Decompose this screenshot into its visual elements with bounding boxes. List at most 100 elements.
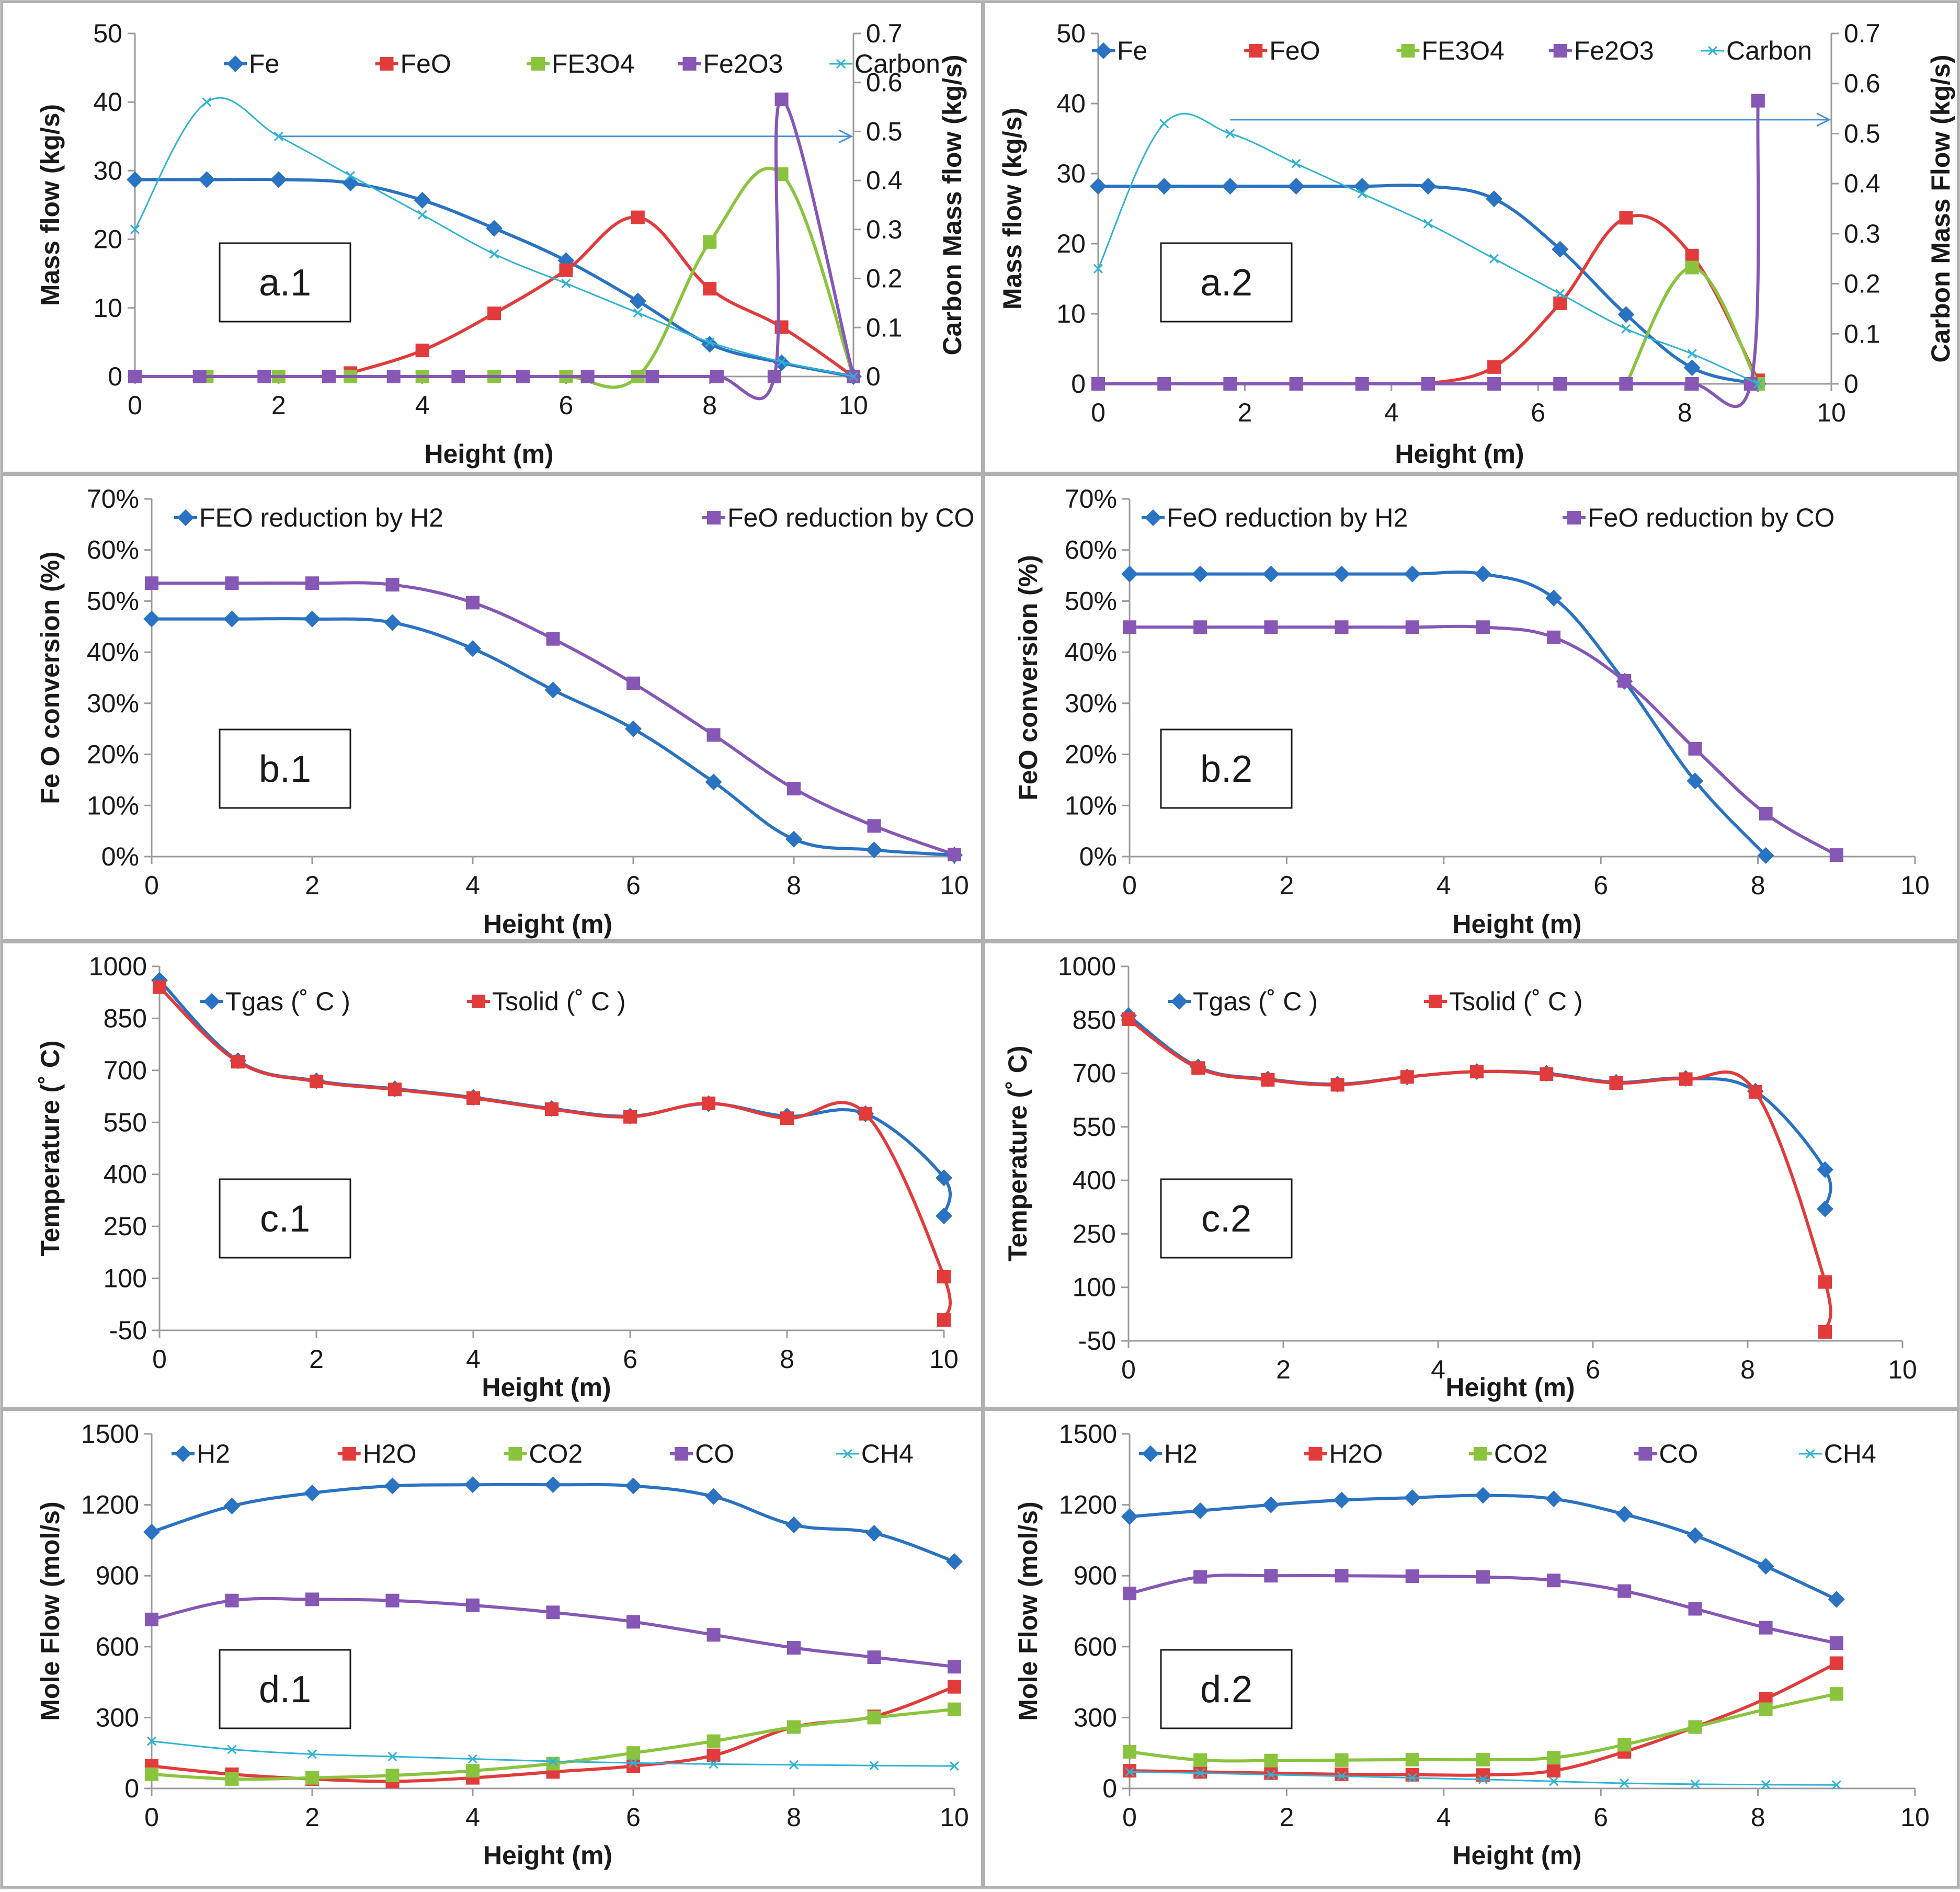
legend-label: CO2 (529, 1439, 583, 1468)
data-point (192, 370, 207, 383)
data-point (1123, 1764, 1136, 1778)
x-tick-label: 0 (1091, 398, 1106, 427)
data-point (1685, 248, 1699, 263)
data-point (1264, 1766, 1278, 1780)
data-point (1817, 1161, 1833, 1178)
data-point (1620, 1778, 1629, 1788)
legend-label: FeO reduction by CO (1588, 503, 1834, 532)
data-point (1616, 1506, 1633, 1523)
data-point (546, 1605, 560, 1620)
chart-b1: 0% 10% 20% 30% 40% 50% 60% 70% 0 2 4 6 8 10 Height (m)… (36, 484, 974, 939)
y-tick-label: 20 (1056, 229, 1086, 258)
data-point (143, 1523, 160, 1541)
chart-b2: 0% 10% 20% 30% 40% 50% 60% 70% 0 2 4 6 8 10 Height (m)… (1013, 484, 1930, 939)
data-point (307, 1749, 317, 1759)
data-point (466, 1091, 480, 1105)
x-tick-label: 8 (1740, 1355, 1755, 1384)
data-point (1337, 1771, 1347, 1781)
data-point (631, 210, 645, 224)
x-tick-label: 4 (465, 871, 480, 900)
data-point (787, 1720, 801, 1734)
legend-label: FeO (401, 49, 451, 78)
x-tick-label: 6 (623, 1344, 637, 1374)
x-tick-label: 6 (1593, 1803, 1608, 1832)
data-point (1621, 324, 1631, 334)
series-line-FeO reduction by CO (1130, 624, 1838, 857)
data-point (516, 370, 530, 383)
data-point (626, 1759, 640, 1773)
data-point (703, 282, 717, 296)
data-point (223, 610, 241, 628)
data-point (1192, 565, 1209, 583)
data-point (859, 1107, 872, 1121)
data-point (415, 344, 429, 358)
legend-label: H2O (1329, 1439, 1383, 1468)
y-tick-label: 50 (93, 19, 122, 48)
y-tick-label: 0 (124, 1774, 139, 1803)
legend-marker (177, 509, 194, 526)
data-point (466, 1764, 480, 1778)
x-tick-label: 10 (839, 391, 868, 420)
data-point (1405, 1768, 1419, 1782)
x-tick-label: 2 (1237, 398, 1252, 427)
data-point (936, 1169, 952, 1187)
data-point (198, 171, 215, 188)
x-tick-label: 0 (1121, 1355, 1136, 1384)
y-tick-label: 1200 (1059, 1490, 1117, 1520)
data-point (304, 1485, 321, 1501)
legend-label: Carbon (1726, 36, 1812, 65)
data-point (1478, 1774, 1488, 1784)
panel-label-box (219, 1649, 351, 1729)
data-point (1685, 260, 1699, 275)
data-point (1407, 1773, 1417, 1783)
y-tick-label: 1000 (89, 952, 147, 981)
data-point (1540, 1067, 1554, 1081)
y-tick-label: 900 (96, 1561, 139, 1590)
data-point (1225, 129, 1235, 139)
x-tick-label: 2 (305, 1803, 320, 1832)
data-point (1195, 1768, 1205, 1778)
data-point (710, 370, 724, 383)
y-tick-label: 50% (1065, 586, 1117, 616)
data-point (1685, 377, 1699, 391)
data-point (936, 1207, 952, 1225)
x-tick-label: 8 (1751, 1803, 1765, 1832)
x-tick-label: 2 (305, 871, 320, 900)
data-point (546, 632, 560, 646)
x-tick-label: 0 (152, 1344, 167, 1374)
series-line-Tsolid (˚ C ) (158, 986, 952, 1320)
y-tick-label: 400 (1073, 1166, 1116, 1195)
data-point (223, 1497, 241, 1514)
data-point (1262, 1496, 1280, 1513)
data-point (1289, 377, 1303, 391)
series-line-Carbon (1097, 112, 1759, 385)
legend-marker (203, 993, 220, 1010)
legend-marker (842, 1449, 852, 1459)
legend-marker (1401, 44, 1415, 58)
data-point (1357, 189, 1367, 199)
y-tick-label: 60% (1065, 535, 1117, 565)
data-point (1817, 1200, 1833, 1217)
data-point (1476, 620, 1490, 634)
data-point (146, 1736, 157, 1746)
data-point (1421, 377, 1435, 391)
data-point (545, 1102, 559, 1116)
data-point (867, 819, 881, 833)
series-line-FeO (1428, 214, 1760, 385)
data-point (1829, 1636, 1843, 1650)
data-point (705, 337, 715, 347)
data-point (1748, 1085, 1762, 1099)
legend-label: Fe2O3 (1574, 36, 1654, 65)
legend-label: FeO reduction by CO (727, 503, 974, 532)
x-tick-label: 10 (1900, 1803, 1930, 1832)
data-point (1266, 1770, 1276, 1780)
data-point (626, 1615, 640, 1629)
data-point (1686, 1527, 1704, 1544)
y-tick-label: 100 (1073, 1273, 1116, 1302)
data-point (1619, 377, 1633, 391)
data-point (1123, 1587, 1136, 1601)
data-point (948, 1702, 961, 1716)
data-point (633, 308, 643, 318)
y-axis-title: Mass flow (kg/s) (998, 108, 1027, 310)
data-point (948, 1680, 961, 1694)
